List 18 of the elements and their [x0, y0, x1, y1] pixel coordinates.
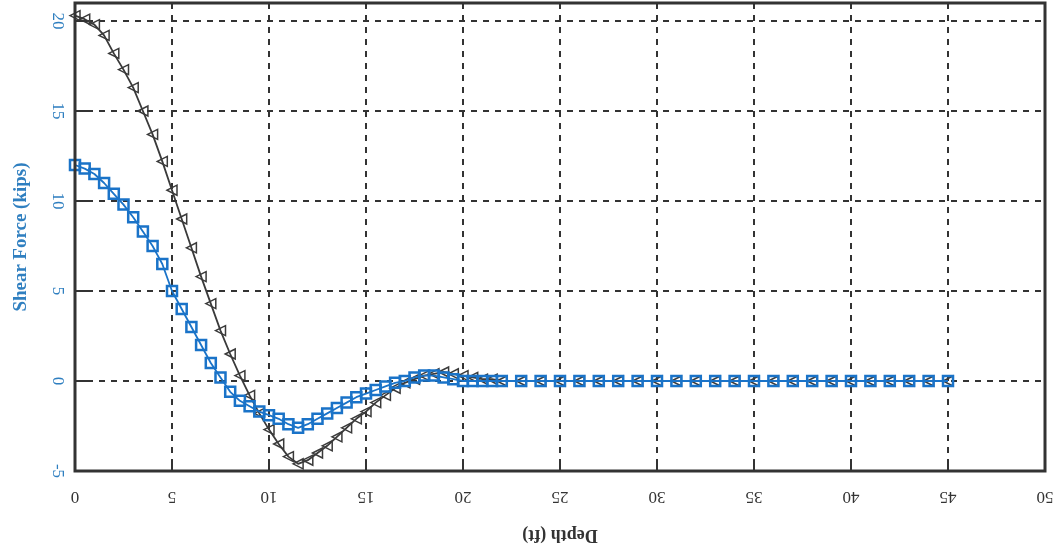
y-tick-label: 20: [49, 12, 69, 30]
x-tick-label: 15: [357, 488, 375, 508]
x-tick-label: 30: [648, 488, 666, 508]
x-tick-label: 20: [454, 488, 472, 508]
y-tick-label: 5: [49, 286, 69, 296]
x-tick-label: 45: [939, 488, 957, 508]
y-axis-title: Shear Force (kips): [9, 162, 32, 312]
x-tick-label: 50: [1036, 488, 1054, 508]
y-tick-label: -5: [49, 463, 69, 479]
x-axis-title: Depth (ft): [522, 524, 598, 546]
x-tick-label: 10: [260, 488, 278, 508]
x-tick-label: 35: [745, 488, 763, 508]
y-tick-label: 0: [49, 376, 69, 386]
y-tick-label: 10: [49, 192, 69, 210]
x-tick-label: 40: [842, 488, 860, 508]
x-tick-label: 25: [551, 488, 569, 508]
y-tick-label: 15: [49, 102, 69, 120]
x-tick-label: 5: [167, 488, 177, 508]
